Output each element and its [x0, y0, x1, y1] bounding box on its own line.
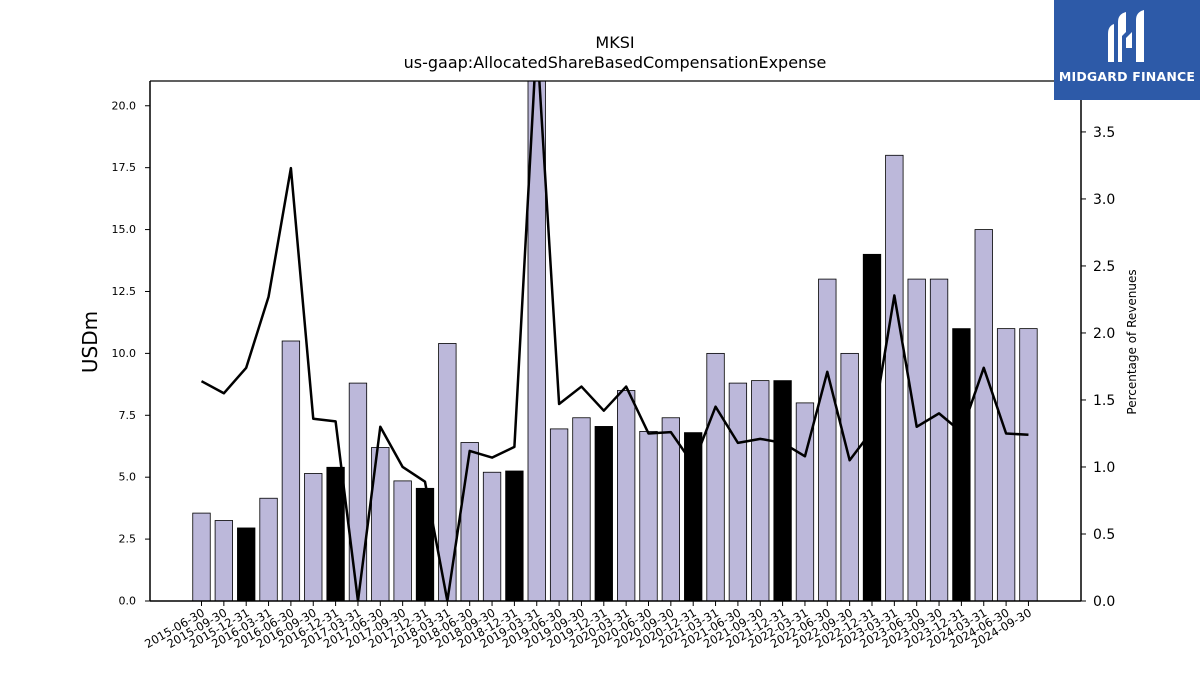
bar-2020-06-30: [639, 430, 658, 601]
bar-2024-03-31: [974, 229, 993, 601]
y-tick-label: 17.5: [112, 161, 137, 174]
bar-2023-12-31: [952, 328, 971, 601]
bar-2024-09-30: [1019, 328, 1038, 601]
bar-2021-12-31: [773, 380, 792, 601]
percentage-line-series: [200, 81, 1029, 601]
bar-2020-03-31: [617, 390, 636, 601]
y-tick-label: 20.0: [112, 99, 137, 112]
bar-2022-06-30: [818, 278, 837, 601]
bar-2022-09-30: [840, 352, 859, 601]
left-axis-ticks: 0.0 2.5 5.0 7.5 10.0 12.5 15.0 17.5 20.0: [112, 99, 150, 608]
bar-2023-03-31: [885, 154, 904, 601]
bar-2018-03-31: [438, 343, 457, 601]
x-axis-ticks: 2015-06-302015-09-302015-12-312016-03-31…: [142, 601, 1034, 651]
y-tick-label: 12.5: [112, 285, 137, 298]
y2-tick-label: 0.0: [1093, 594, 1115, 610]
bar-2019-03-31: [527, 81, 546, 601]
bar-2019-12-31: [594, 426, 613, 601]
midgard-finance-logo: MIDGARD FINANCE: [1054, 0, 1200, 100]
bar-2015-12-31: [237, 527, 256, 601]
logo-mark-icon: [1108, 10, 1144, 62]
bar-2016-09-30: [304, 473, 323, 601]
y2-tick-label: 3.5: [1093, 125, 1115, 141]
bar-2023-06-30: [907, 278, 926, 601]
bar-2018-12-31: [505, 470, 524, 601]
bar-2019-09-30: [572, 417, 591, 601]
y2-tick-label: 1.5: [1093, 393, 1115, 409]
y-tick-label: 2.5: [119, 533, 137, 546]
bar-2020-12-31: [684, 432, 703, 601]
bar-2017-06-30: [371, 447, 390, 601]
right-axis-ticks: 0.0 0.5 1.0 1.5 2.0 2.5 3.0 3.5: [1081, 125, 1115, 610]
bar-2017-12-31: [415, 487, 435, 601]
percentage-line: [200, 81, 1029, 601]
bar-2015-09-30: [214, 520, 234, 601]
y-tick-label: 7.5: [119, 409, 137, 422]
y-tick-label: 5.0: [119, 471, 137, 484]
bar-2016-06-30: [281, 340, 301, 601]
logo-text: MIDGARD FINANCE: [1058, 69, 1196, 84]
y2-tick-label: 2.5: [1093, 259, 1115, 275]
bar-2021-06-30: [728, 382, 748, 601]
bar-2016-03-31: [259, 497, 278, 601]
chart-title: MKSI: [595, 33, 635, 52]
y-axis-label: USDm: [78, 310, 102, 374]
bar-2021-03-31: [706, 352, 725, 601]
bar-2020-09-30: [661, 417, 680, 601]
bar-series: [192, 81, 1038, 601]
chart-subtitle: us-gaap:AllocatedShareBasedCompensationE…: [403, 53, 827, 72]
y2-tick-label: 3.0: [1093, 192, 1115, 208]
bar-2019-06-30: [549, 428, 569, 601]
y2-tick-label: 1.0: [1093, 460, 1115, 476]
y2-tick-label: 2.0: [1093, 326, 1115, 342]
y2-axis-label: Percentage of Revenues: [1125, 269, 1139, 415]
y2-tick-label: 0.5: [1093, 527, 1115, 543]
bar-2018-09-30: [482, 471, 502, 601]
bar-2024-06-30: [996, 328, 1016, 601]
bar-2017-09-30: [393, 480, 412, 601]
bar-2017-03-31: [348, 382, 368, 601]
y-tick-label: 15.0: [112, 223, 137, 236]
y-tick-label: 10.0: [112, 347, 137, 360]
bar-2021-09-30: [751, 380, 770, 601]
bar-2023-09-30: [929, 278, 949, 601]
bar-2016-12-31: [326, 466, 345, 601]
bar-2018-06-30: [460, 442, 479, 601]
bar-2015-06-30: [192, 512, 211, 601]
axes-frame: [149, 80, 1082, 602]
y-tick-label: 0.0: [119, 595, 137, 608]
